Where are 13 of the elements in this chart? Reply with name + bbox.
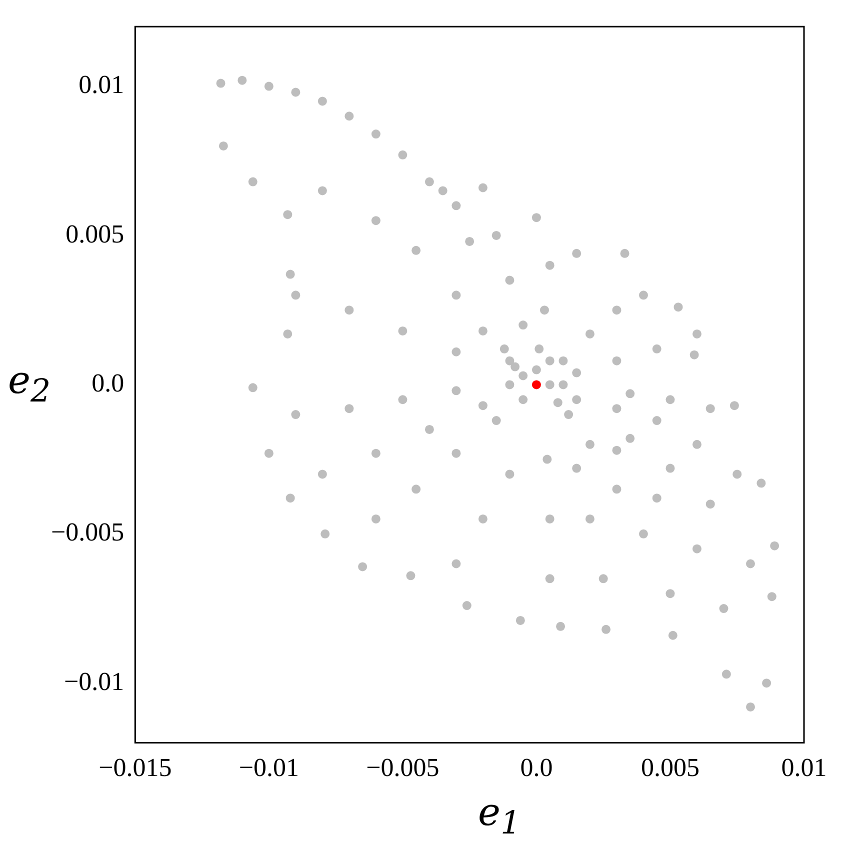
x-tick-label: 0.005: [640, 753, 700, 782]
y-tick-label: −0.01: [64, 666, 124, 696]
x-axis-title: e$_{1}$: [478, 790, 521, 842]
x-tick-label: 0.01: [781, 753, 827, 782]
y-tick-label: 0.0: [92, 368, 124, 398]
x-tick-label: −0.005: [366, 753, 440, 782]
x-tick-label: −0.01: [238, 753, 300, 782]
y-tick-label: 0.01: [78, 70, 124, 100]
y-axis-title: e$_{2}$: [8, 358, 51, 410]
x-tick-label: −0.015: [98, 753, 172, 782]
y-tick-label: −0.005: [50, 518, 124, 547]
y-tick-label: 0.005: [66, 219, 124, 248]
x-tick-label: 0.0: [520, 753, 553, 782]
